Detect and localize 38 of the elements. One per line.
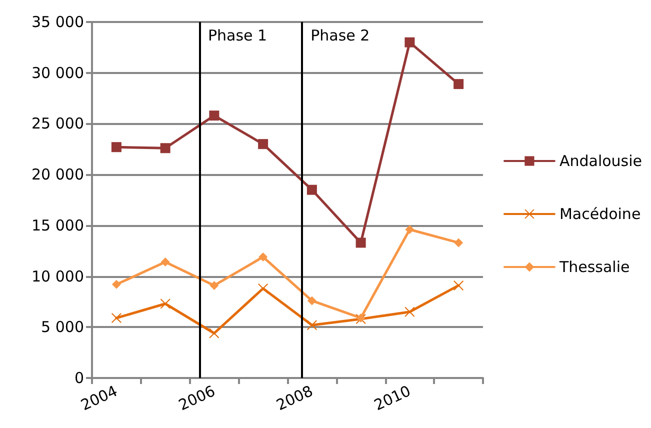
x-tick-label: 2010 xyxy=(371,382,414,414)
y-tick-label: 5 000 xyxy=(41,318,84,336)
point xyxy=(160,258,170,267)
point xyxy=(209,328,220,338)
point xyxy=(454,79,464,90)
y-tick-label: 0 xyxy=(74,369,84,387)
point xyxy=(356,238,366,248)
y-tick-label: 35 000 xyxy=(32,13,84,31)
legend-label: Macédoine xyxy=(559,205,641,223)
point xyxy=(160,298,170,309)
y-tick-label: 15 000 xyxy=(32,216,84,234)
y-tick-label: 25 000 xyxy=(32,114,84,133)
point xyxy=(210,280,219,290)
ref-line-label: Phase 1 xyxy=(208,26,268,44)
x-tick-label: 2008 xyxy=(274,382,316,414)
point xyxy=(454,238,464,248)
point xyxy=(258,283,268,294)
y-tick-label: 10 000 xyxy=(32,267,84,286)
point xyxy=(454,280,464,290)
y-tick-label: 30 000 xyxy=(32,64,84,82)
point xyxy=(111,312,122,323)
point xyxy=(160,143,170,154)
point xyxy=(258,252,268,262)
point xyxy=(209,110,220,121)
y-tick-label: 20 000 xyxy=(32,166,84,184)
point xyxy=(111,142,122,152)
point xyxy=(404,306,415,317)
point xyxy=(404,37,415,48)
point xyxy=(112,280,121,289)
point xyxy=(306,320,317,330)
legend-label: Andalousie xyxy=(559,152,642,170)
legend-label: Thessalie xyxy=(558,258,630,276)
x-tick-label: 2006 xyxy=(176,382,218,414)
ref-line-label: Phase 2 xyxy=(310,26,370,44)
point xyxy=(258,139,268,150)
point xyxy=(306,184,317,195)
point xyxy=(405,224,414,234)
point xyxy=(307,296,316,306)
